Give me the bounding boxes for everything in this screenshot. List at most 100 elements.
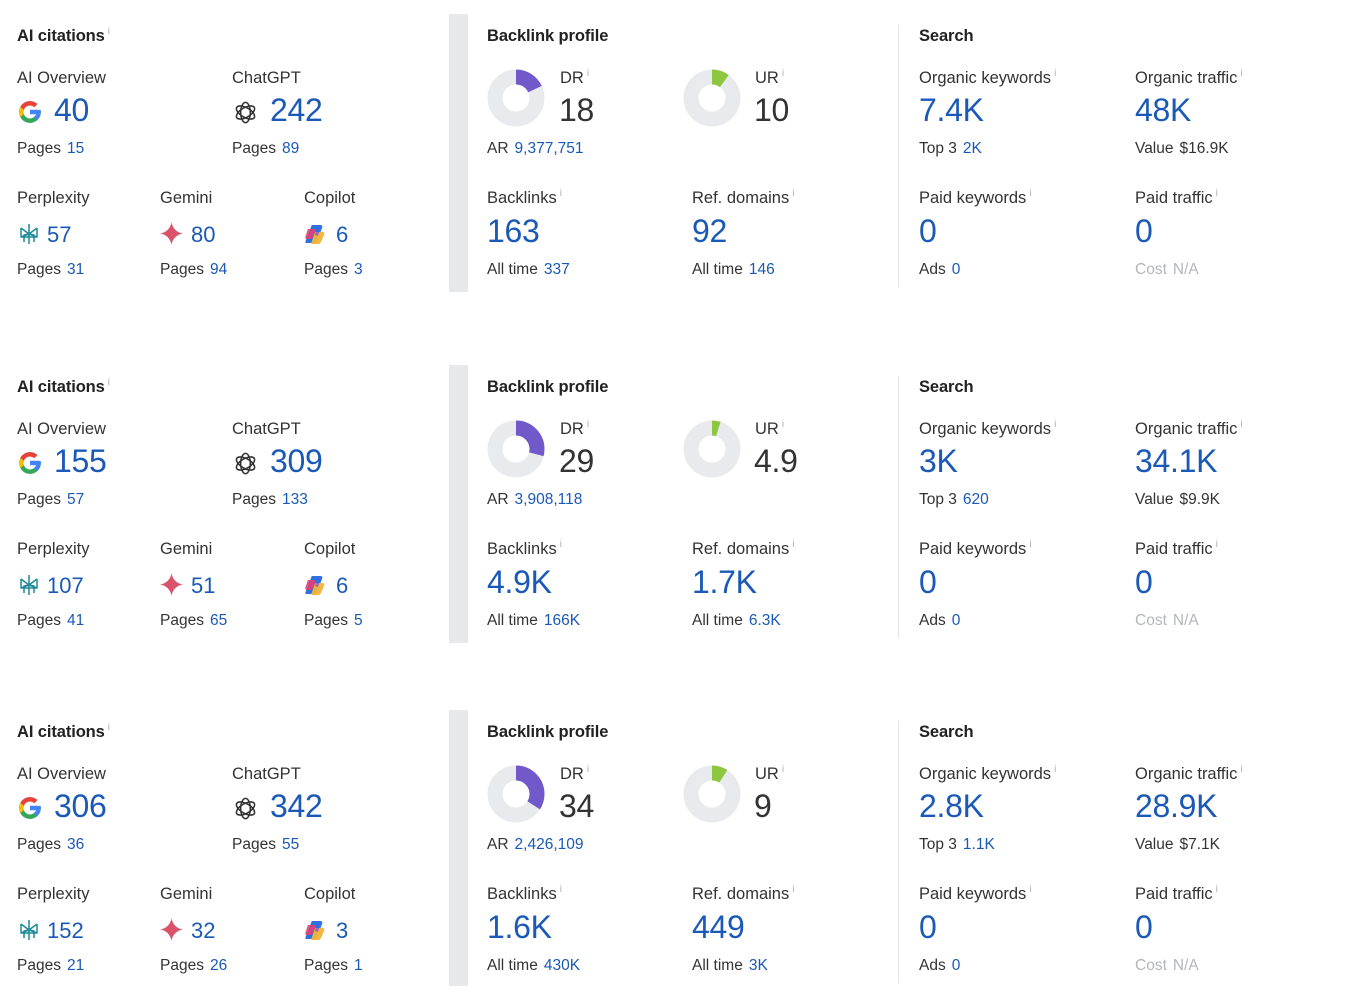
backlinks-all-time-link[interactable]: 166K: [543, 612, 581, 629]
copilot-pages-link[interactable]: 5: [353, 612, 363, 629]
info-icon[interactable]: i: [1215, 188, 1218, 199]
info-icon[interactable]: i: [1215, 884, 1218, 895]
info-icon[interactable]: i: [1054, 764, 1057, 775]
ref-domains-all-time-link[interactable]: 6.3K: [748, 612, 781, 629]
gemini-count[interactable]: 80: [191, 222, 216, 247]
info-icon[interactable]: i: [1029, 884, 1032, 895]
organic-keywords-value[interactable]: 2.8K: [919, 788, 984, 824]
info-icon[interactable]: i: [1054, 68, 1057, 79]
ref-domains-all-time-link[interactable]: 3K: [748, 957, 768, 974]
ur-donut[interactable]: [683, 765, 741, 823]
paid-keywords-value[interactable]: 0: [919, 909, 937, 945]
ai-overview-count[interactable]: 40: [54, 92, 89, 128]
chatgpt-pages-link[interactable]: 55: [281, 836, 300, 853]
gemini-count[interactable]: 51: [191, 573, 216, 598]
ur-donut[interactable]: [683, 69, 741, 127]
ai-overview-count[interactable]: 155: [54, 443, 107, 479]
backlinks-value[interactable]: 1.6K: [487, 909, 552, 945]
ref-domains-value[interactable]: 449: [692, 909, 745, 945]
backlinks-all-time-link[interactable]: 337: [543, 261, 570, 278]
info-icon[interactable]: i: [792, 539, 795, 550]
ur-donut[interactable]: [683, 420, 741, 478]
organic-keywords-value[interactable]: 3K: [919, 443, 958, 479]
ref-domains-value[interactable]: 1.7K: [692, 564, 757, 600]
ar-link[interactable]: 2,426,109: [514, 836, 584, 853]
info-icon[interactable]: i: [586, 419, 590, 430]
info-icon[interactable]: i: [781, 419, 785, 430]
ai-overview-pages: Pages 57: [17, 491, 85, 508]
top3-link[interactable]: 1.1K: [962, 836, 995, 853]
info-icon[interactable]: i: [586, 68, 590, 79]
backlinks-value[interactable]: 163: [487, 213, 540, 249]
info-icon[interactable]: i: [107, 26, 110, 37]
paid-keywords-value[interactable]: 0: [919, 213, 937, 249]
top3-link[interactable]: 2K: [962, 140, 982, 157]
dr-donut[interactable]: [487, 69, 545, 127]
copilot-pages-link[interactable]: 1: [353, 957, 363, 974]
info-icon[interactable]: i: [559, 188, 562, 199]
perplexity-pages-link[interactable]: 41: [66, 612, 85, 629]
copilot-count[interactable]: 3: [336, 918, 349, 943]
info-icon[interactable]: i: [559, 884, 562, 895]
top3-link[interactable]: 620: [962, 491, 989, 508]
perplexity-pages-link[interactable]: 21: [66, 957, 85, 974]
copilot-count[interactable]: 6: [336, 573, 349, 598]
backlinks-all-time-link[interactable]: 430K: [543, 957, 581, 974]
ads-link[interactable]: 0: [951, 612, 961, 629]
copilot-pages-link[interactable]: 3: [353, 261, 363, 278]
perplexity-pages-link[interactable]: 31: [66, 261, 85, 278]
ai-overview-pages-link[interactable]: 57: [66, 491, 85, 508]
ads-link[interactable]: 0: [951, 957, 961, 974]
ar-link[interactable]: 9,377,751: [514, 140, 584, 157]
ref-domains-value[interactable]: 92: [692, 213, 727, 249]
info-icon[interactable]: i: [1215, 539, 1218, 550]
info-icon[interactable]: i: [107, 722, 110, 733]
gemini-pages-link[interactable]: 94: [209, 261, 228, 278]
perplexity-count[interactable]: 57: [47, 222, 72, 247]
info-icon[interactable]: i: [107, 377, 110, 388]
info-icon[interactable]: i: [1054, 419, 1057, 430]
organic-traffic-value[interactable]: 48K: [1135, 92, 1192, 128]
chatgpt-count[interactable]: 242: [270, 92, 323, 128]
copilot-pages: Pages 5: [304, 612, 363, 629]
chatgpt-pages-link[interactable]: 89: [281, 140, 300, 157]
perplexity-count[interactable]: 152: [47, 918, 84, 943]
info-icon[interactable]: i: [781, 68, 785, 79]
info-icon[interactable]: i: [1029, 539, 1032, 550]
info-icon[interactable]: i: [586, 764, 590, 775]
organic-keywords-value[interactable]: 7.4K: [919, 92, 984, 128]
ref-domains-all-time-link[interactable]: 146: [748, 261, 775, 278]
ai-overview-pages-link[interactable]: 36: [66, 836, 85, 853]
info-icon[interactable]: i: [1029, 188, 1032, 199]
perplexity-label: Perplexity: [17, 540, 90, 558]
info-icon[interactable]: i: [1240, 68, 1243, 79]
info-icon[interactable]: i: [781, 764, 785, 775]
organic-traffic-value[interactable]: 28.9K: [1135, 788, 1218, 824]
ai-overview-pages-link[interactable]: 15: [66, 140, 85, 157]
gemini-count[interactable]: 32: [191, 918, 216, 943]
paid-traffic-value[interactable]: 0: [1135, 564, 1153, 600]
gemini-pages-link[interactable]: 65: [209, 612, 228, 629]
ads-link[interactable]: 0: [951, 261, 961, 278]
info-icon[interactable]: i: [559, 539, 562, 550]
gemini-pages-link[interactable]: 26: [209, 957, 228, 974]
copilot-count[interactable]: 6: [336, 222, 349, 247]
ai-overview-count[interactable]: 306: [54, 788, 107, 824]
info-icon[interactable]: i: [792, 188, 795, 199]
ar-link[interactable]: 3,908,118: [514, 491, 583, 508]
backlinks-value[interactable]: 4.9K: [487, 564, 552, 600]
paid-traffic-value[interactable]: 0: [1135, 213, 1153, 249]
info-icon[interactable]: i: [1240, 764, 1243, 775]
paid-keywords-value[interactable]: 0: [919, 564, 937, 600]
perplexity-count[interactable]: 107: [47, 573, 84, 598]
chatgpt-count[interactable]: 309: [270, 443, 323, 479]
cost-value: Cost N/A: [1135, 957, 1199, 974]
paid-traffic-value[interactable]: 0: [1135, 909, 1153, 945]
dr-donut[interactable]: [487, 765, 545, 823]
dr-donut[interactable]: [487, 420, 545, 478]
info-icon[interactable]: i: [1240, 419, 1243, 430]
info-icon[interactable]: i: [792, 884, 795, 895]
chatgpt-count[interactable]: 342: [270, 788, 323, 824]
chatgpt-pages-link[interactable]: 133: [281, 491, 308, 508]
organic-traffic-value[interactable]: 34.1K: [1135, 443, 1218, 479]
